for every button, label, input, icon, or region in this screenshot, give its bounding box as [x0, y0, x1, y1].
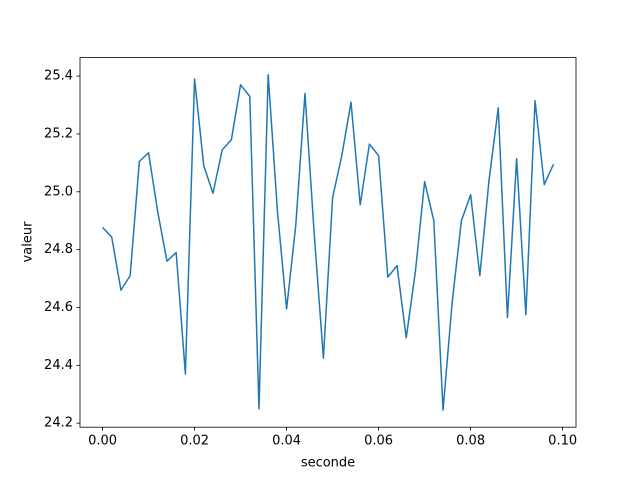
y-tick-label: 24.6 — [44, 300, 73, 315]
y-tick-label: 24.4 — [44, 358, 73, 373]
plot-frame — [79, 57, 577, 428]
x-tick-label: 0.02 — [180, 434, 209, 449]
x-axis-label: seconde — [301, 456, 355, 471]
y-axis-label: valeur — [21, 221, 36, 263]
y-tick-label: 25.4 — [44, 69, 73, 84]
x-tick-label: 0.08 — [456, 434, 485, 449]
y-tick-label: 25.0 — [44, 184, 73, 199]
x-tick-label: 0.06 — [364, 434, 393, 449]
x-tick-label: 0.00 — [88, 434, 117, 449]
y-tick-label: 24.2 — [44, 416, 73, 431]
y-tick-label: 24.8 — [44, 242, 73, 257]
y-tick-label: 25.2 — [44, 126, 73, 141]
x-tick-label: 0.04 — [272, 434, 301, 449]
line-series — [101, 73, 555, 411]
x-tick-label: 0.10 — [548, 434, 577, 449]
